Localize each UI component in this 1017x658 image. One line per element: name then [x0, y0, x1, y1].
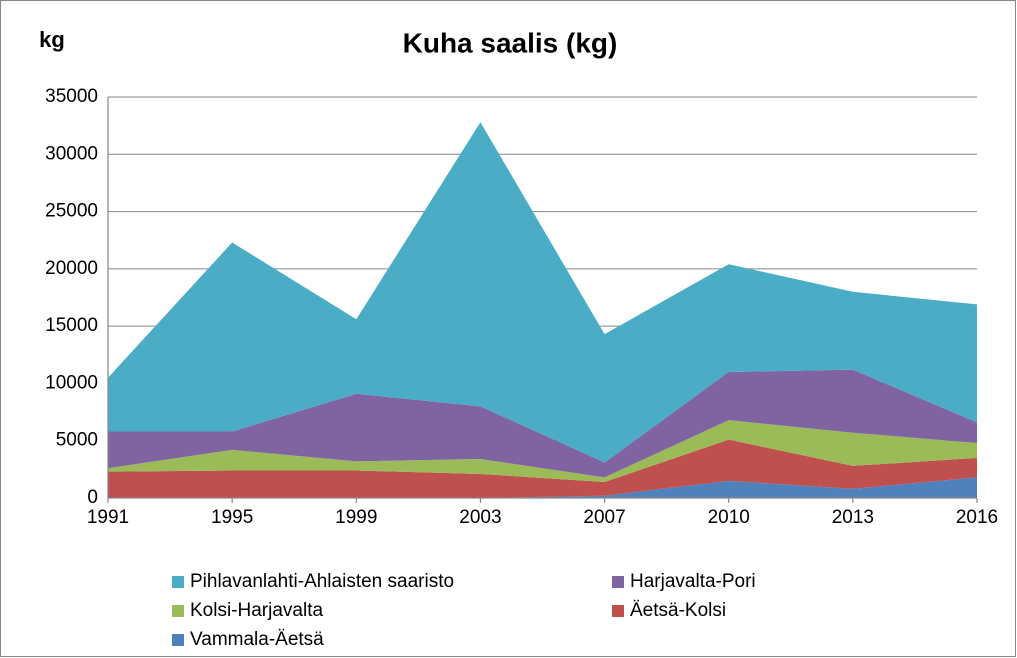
legend-label: Kolsi-Harjavalta — [190, 600, 323, 621]
y-tick-label: 5000 — [56, 430, 98, 451]
legend-swatch — [172, 605, 184, 617]
chart-title: Kuha saalis (kg) — [403, 27, 618, 58]
x-tick-label: 1995 — [211, 507, 253, 528]
area — [108, 477, 977, 498]
y-tick-label: 10000 — [45, 372, 98, 393]
legend-swatch — [172, 576, 184, 588]
x-tick-label: 2007 — [583, 507, 625, 528]
x-tick-label: 1999 — [335, 507, 377, 528]
y-axis-label: kg — [39, 27, 65, 52]
y-tick-label: 35000 — [45, 86, 98, 107]
legend-swatch — [612, 576, 624, 588]
y-tick-label: 20000 — [45, 258, 98, 279]
area — [108, 369, 977, 478]
legend-swatch — [612, 605, 624, 617]
x-tick-label: 2013 — [832, 507, 874, 528]
area — [108, 420, 977, 482]
legend-label: Pihlavanlahti-Ahlaisten saaristo — [190, 571, 454, 592]
y-tick-label: 25000 — [45, 201, 98, 222]
y-tick-label: 15000 — [45, 315, 98, 336]
legend-label: Harjavalta-Pori — [630, 571, 756, 592]
y-tick-label: 30000 — [45, 143, 98, 164]
x-tick-label: 2016 — [956, 507, 998, 528]
legend-label: Äetsä-Kolsi — [630, 600, 726, 621]
area — [108, 122, 977, 463]
area — [108, 439, 977, 498]
legend-swatch — [172, 634, 184, 646]
x-tick-label: 1991 — [87, 507, 129, 528]
legend-label: Vammala-Äetsä — [190, 629, 324, 650]
y-tick-label: 0 — [87, 487, 98, 508]
x-tick-label: 2010 — [708, 507, 750, 528]
x-tick-label: 2003 — [459, 507, 501, 528]
